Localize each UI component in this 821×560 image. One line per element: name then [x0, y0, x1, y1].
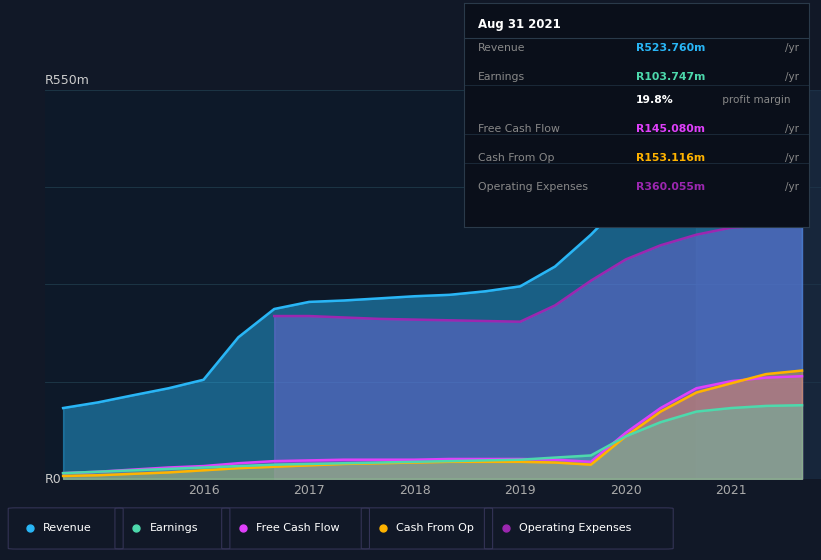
Text: Free Cash Flow: Free Cash Flow	[478, 124, 560, 134]
Text: Revenue: Revenue	[43, 523, 91, 533]
Text: /yr: /yr	[785, 72, 799, 82]
Text: Revenue: Revenue	[478, 43, 525, 53]
Text: /yr: /yr	[785, 124, 799, 134]
Text: Earnings: Earnings	[478, 72, 525, 82]
Text: Earnings: Earnings	[149, 523, 198, 533]
Text: R103.747m: R103.747m	[636, 72, 706, 82]
Text: Cash From Op: Cash From Op	[478, 153, 554, 163]
Text: R145.080m: R145.080m	[636, 124, 705, 134]
Text: R550m: R550m	[45, 74, 90, 87]
Text: Operating Expenses: Operating Expenses	[519, 523, 631, 533]
Text: Aug 31 2021: Aug 31 2021	[478, 18, 561, 31]
Text: /yr: /yr	[785, 153, 799, 163]
Text: /yr: /yr	[785, 182, 799, 192]
Bar	[696, 90, 821, 479]
Text: R153.116m: R153.116m	[636, 153, 705, 163]
Text: R360.055m: R360.055m	[636, 182, 705, 192]
Text: profit margin: profit margin	[719, 95, 791, 105]
Text: Cash From Op: Cash From Op	[396, 523, 474, 533]
Text: Free Cash Flow: Free Cash Flow	[256, 523, 340, 533]
Text: 19.8%: 19.8%	[636, 95, 674, 105]
Text: R0: R0	[45, 473, 62, 486]
Text: Operating Expenses: Operating Expenses	[478, 182, 588, 192]
Text: R523.760m: R523.760m	[636, 43, 706, 53]
Text: /yr: /yr	[785, 43, 799, 53]
